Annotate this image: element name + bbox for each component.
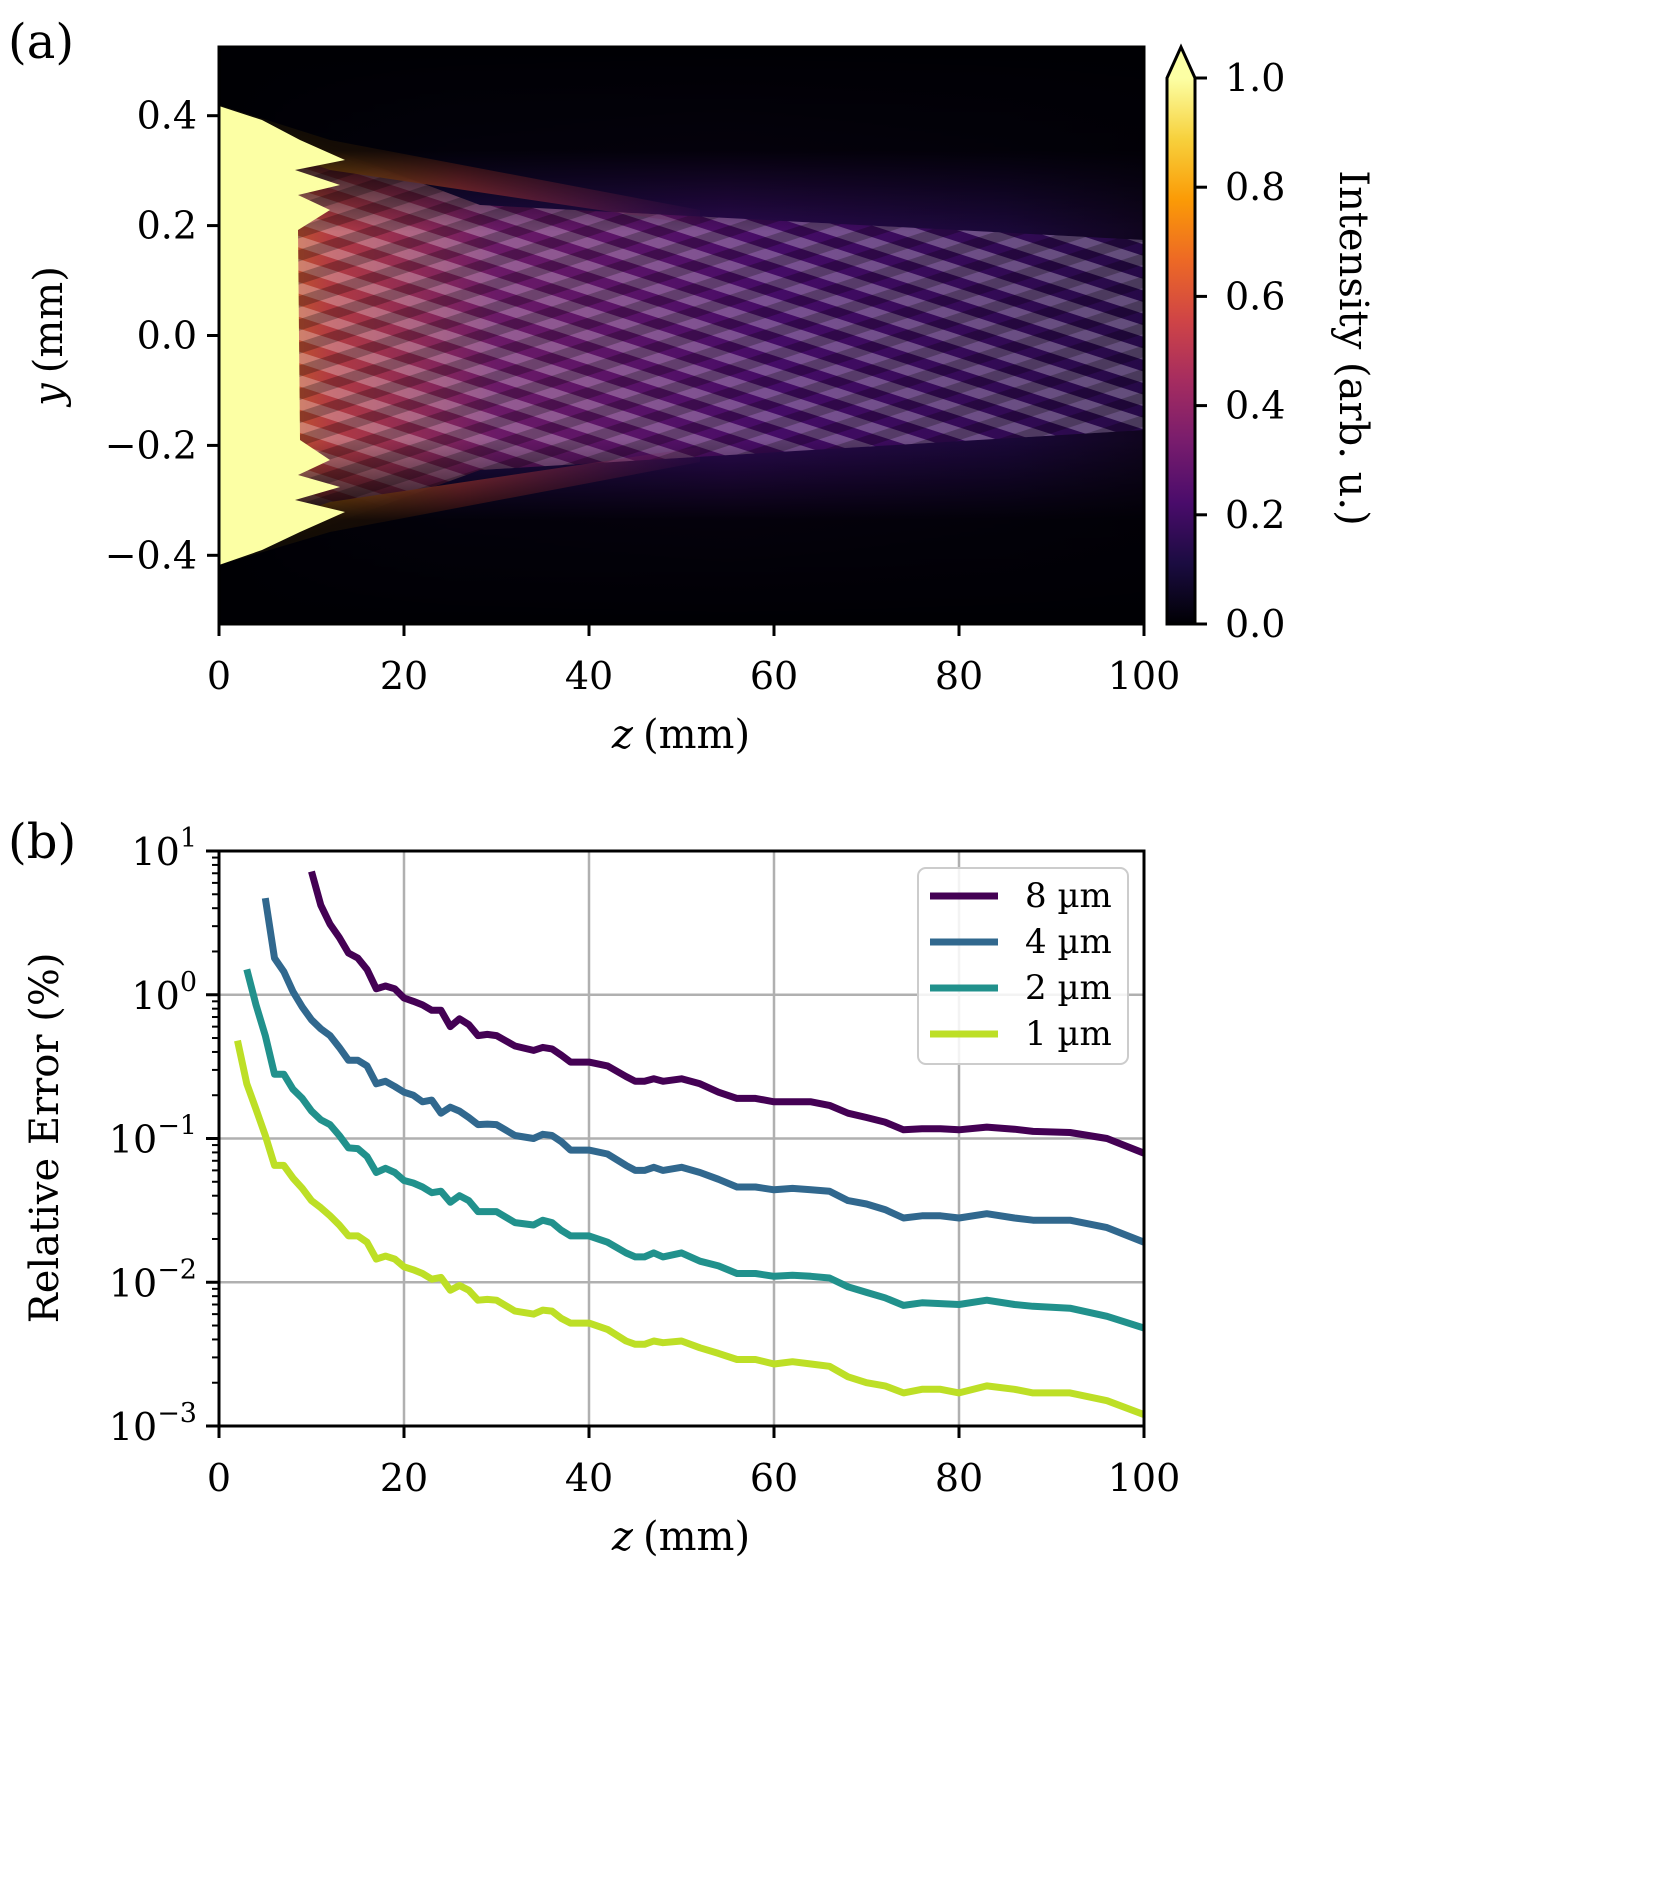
legend-box xyxy=(917,867,1129,1065)
line-chart-x-tick-label: 80 xyxy=(935,1456,983,1500)
colorbar-ticks: 0.0 0.2 0.4 0.6 0.8 1.0 xyxy=(1195,56,1285,646)
line-chart-x-axis-label: z (mm) xyxy=(611,1514,750,1560)
colorbar: 0.0 0.2 0.4 0.6 0.8 1.0 Intensity (arb. u.) xyxy=(1165,43,1376,646)
series-line xyxy=(234,1039,1144,1418)
heatmap-x-tick-label: 80 xyxy=(935,654,983,698)
legend-label: 1 µm xyxy=(1025,1014,1112,1054)
line-chart-series xyxy=(234,870,1144,1418)
colorbar-label: Intensity (arb. u.) xyxy=(1330,170,1376,525)
colorbar-gradient xyxy=(1167,78,1195,624)
series-line xyxy=(308,870,1144,1157)
colorbar-tick-label: 0.6 xyxy=(1225,274,1285,318)
colorbar-tick-label: 0.2 xyxy=(1225,493,1285,537)
line-chart-x-ticks: 0 20 40 60 80 100 xyxy=(207,1426,1180,1500)
heatmap xyxy=(219,47,1144,624)
heatmap-y-ticks: 0.4 0.2 0.0 −0.2 −0.4 xyxy=(105,94,219,577)
legend: 8 µm 4 µm 2 µm 1 µm xyxy=(917,867,1129,1065)
panel-a-label: (a) xyxy=(8,14,74,70)
legend-label: 8 µm xyxy=(1025,876,1112,916)
heatmap-y-tick-label: −0.2 xyxy=(105,423,197,467)
saturated-region xyxy=(219,106,345,565)
line-chart-x-tick-label: 40 xyxy=(565,1456,613,1500)
colorbar-outline xyxy=(1165,43,1197,626)
line-chart-y-tick-label: 101 xyxy=(131,823,197,874)
line-chart-x-tick-label: 100 xyxy=(1108,1456,1181,1500)
heatmap-x-tick-label: 100 xyxy=(1108,654,1181,698)
heatmap-x-tick-label: 40 xyxy=(565,654,613,698)
heatmap-x-ticks: 0 20 40 60 80 100 xyxy=(207,624,1180,698)
heatmap-x-axis-label: z (mm) xyxy=(611,712,750,758)
line-chart-y-tick-label: 100 xyxy=(131,967,197,1018)
heatmap-y-tick-label: 0.2 xyxy=(137,204,197,248)
colorbar-tick-label: 1.0 xyxy=(1225,56,1285,100)
colorbar-tick-label: 0.4 xyxy=(1225,384,1285,428)
legend-label: 2 µm xyxy=(1025,968,1112,1008)
line-chart-y-tick-label: 10−2 xyxy=(109,1254,197,1305)
heatmap-y-tick-label: 0.0 xyxy=(137,314,197,358)
heatmap-x-tick-label: 0 xyxy=(207,654,231,698)
heatmap-x-tick-label: 60 xyxy=(750,654,798,698)
legend-label: 4 µm xyxy=(1025,922,1112,962)
series-line xyxy=(243,968,1144,1332)
line-chart-y-tick-label: 10−3 xyxy=(109,1398,197,1449)
line-chart-y-axis-label: Relative Error (%) xyxy=(22,953,68,1324)
line-chart-x-tick-label: 0 xyxy=(207,1456,231,1500)
series-line xyxy=(261,897,1144,1246)
line-chart-x-tick-label: 60 xyxy=(750,1456,798,1500)
heatmap-y-axis-label: y(mm) xyxy=(26,266,72,408)
colorbar-tick-label: 0.8 xyxy=(1225,165,1285,209)
line-chart-y-tick-label: 10−1 xyxy=(109,1111,197,1162)
line-chart-y-ticks: 101 100 10−1 10−2 10−3 xyxy=(109,823,219,1449)
panel-b-label: (b) xyxy=(8,814,76,870)
line-chart-x-tick-label: 20 xyxy=(380,1456,428,1500)
heatmap-y-tick-label: −0.4 xyxy=(105,533,197,577)
heatmap-y-tick-label: 0.4 xyxy=(137,94,197,138)
colorbar-extend-arrow xyxy=(1167,47,1195,78)
heatmap-x-tick-label: 20 xyxy=(380,654,428,698)
line-chart-grid xyxy=(219,851,1144,1426)
colorbar-tick-label: 0.0 xyxy=(1225,602,1285,646)
